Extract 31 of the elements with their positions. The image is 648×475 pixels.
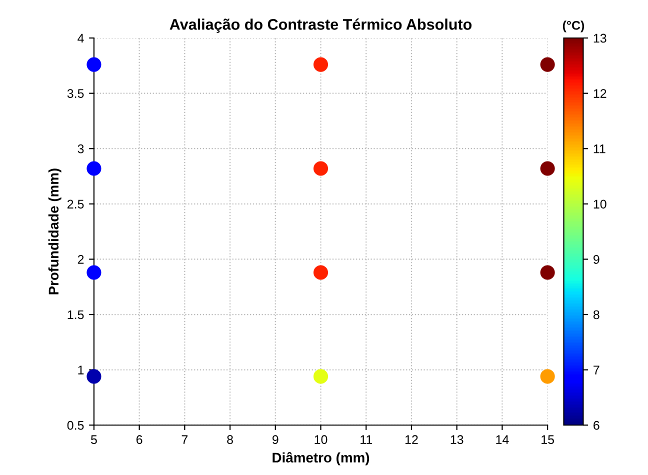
color-bar-label: 12 bbox=[594, 89, 606, 98]
x-tick-label: 15 bbox=[542, 435, 554, 444]
y-axis-title: Profundidade (mm) bbox=[48, 168, 62, 294]
color-bar-label: 8 bbox=[593, 310, 600, 320]
y-tick-label: 3.5 bbox=[67, 89, 84, 98]
chart-title: Avaliação do Contraste Térmico Absoluto bbox=[170, 18, 472, 33]
y-tick-label: 2.5 bbox=[67, 200, 84, 209]
x-tick-label: 10 bbox=[314, 435, 328, 444]
color-bar-title: (°C) bbox=[562, 20, 584, 32]
color-bar-label: 9 bbox=[594, 255, 600, 264]
x-tick-label: 7 bbox=[182, 435, 188, 444]
x-tick-label: 11 bbox=[360, 435, 372, 444]
y-tick-label: 3 bbox=[78, 144, 84, 154]
y-tick-label: 1.5 bbox=[68, 310, 84, 320]
x-axis-title: Diâmetro (mm) bbox=[272, 452, 370, 466]
x-tick-label: 5 bbox=[90, 435, 97, 444]
color-bar-label: 7 bbox=[594, 366, 600, 374]
color-bar-label: 11 bbox=[594, 144, 606, 154]
x-tick-label: 8 bbox=[227, 435, 233, 444]
color-bar-label: 10 bbox=[594, 200, 606, 209]
color-bar-label: 6 bbox=[594, 420, 600, 430]
x-tick-label: 9 bbox=[272, 435, 278, 444]
y-tick-label: 1 bbox=[78, 366, 84, 374]
x-tick-label: 12 bbox=[405, 435, 418, 444]
x-tick-label: 14 bbox=[496, 435, 509, 444]
y-tick-label: 0.5 bbox=[67, 420, 84, 430]
y-tick-label: 2 bbox=[78, 255, 84, 264]
color-bar-label: 13 bbox=[594, 34, 606, 43]
x-tick-label: 13 bbox=[450, 435, 464, 444]
x-tick-label: 6 bbox=[136, 435, 142, 444]
y-tick-label: 4 bbox=[78, 34, 84, 43]
